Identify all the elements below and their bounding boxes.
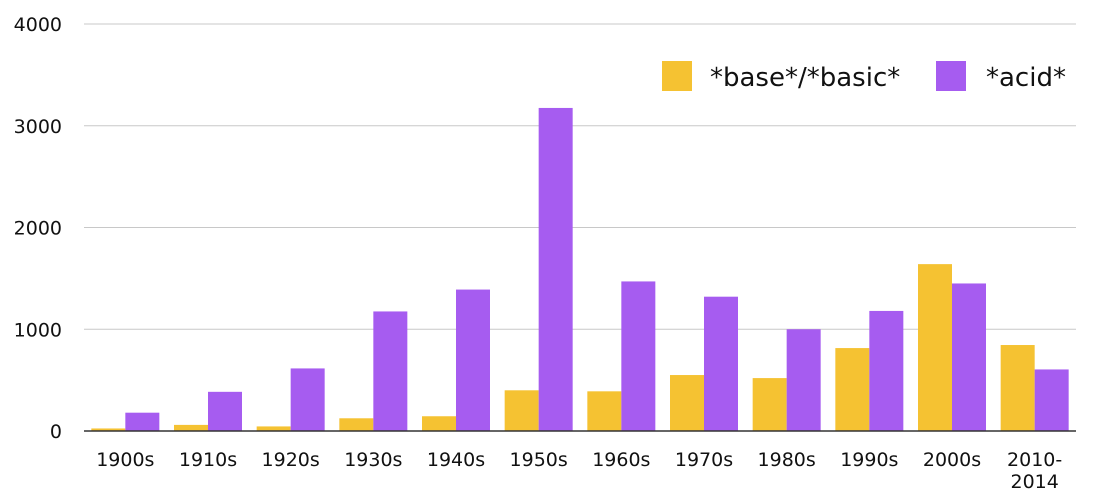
x-tick-label: 1990s [840, 449, 898, 471]
gridlines [84, 23, 1076, 330]
bar-base-basic-1910s [174, 424, 208, 431]
x-tick-label: 1920s [262, 449, 320, 471]
y-tick-label: 4000 [14, 14, 62, 36]
x-tick-label: 1910s [179, 449, 237, 471]
x-axis-labels: 1900s 1910s 1920s 1930s 1940s 1950s 1960s 1970s… [96, 449, 1062, 493]
y-axis-labels: 0 1000 2000 3000 4000 [14, 14, 62, 443]
bar-acid-1980s [786, 329, 821, 431]
bar-acid-2000s [952, 283, 986, 431]
y-tick-label: 3000 [14, 116, 62, 138]
bar-acid-1920s [290, 368, 325, 431]
bar-base-basic-1900s [91, 428, 126, 431]
legend: *base*/*basic* *acid* [662, 61, 1066, 93]
bars [91, 107, 1069, 431]
bar-acid-1950s [538, 107, 573, 431]
bar-acid-1900s [125, 412, 160, 431]
bar-base-basic-1980s [752, 378, 787, 431]
x-tick-label: 2010-2014 [1007, 449, 1062, 493]
x-tick-label: 1930s [344, 449, 402, 471]
x-tick-label: 1950s [510, 449, 568, 471]
bar-base-basic-2000s [918, 264, 952, 431]
x-tick-label: 1900s [96, 449, 154, 471]
bar-acid-1960s [621, 281, 656, 431]
bar-acid-1970s [704, 296, 738, 431]
x-tick-label: 1980s [758, 449, 816, 471]
x-tick-label: 1940s [427, 449, 485, 471]
bar-acid-1930s [373, 311, 408, 431]
x-tick-label: 1970s [675, 449, 733, 471]
bar-base-basic-2010-2014 [1000, 345, 1035, 431]
bar-base-basic-1940s [422, 416, 456, 431]
bar-base-basic-1990s [835, 348, 870, 431]
bar-base-basic-1960s [587, 391, 622, 431]
bar-base-basic-1970s [670, 375, 704, 431]
x-tick-label: 1960s [592, 449, 650, 471]
bar-acid-1940s [456, 289, 490, 431]
legend-swatch [662, 61, 692, 91]
x-tick-label: 2000s [923, 449, 981, 471]
bar-base-basic-1950s [504, 390, 539, 431]
y-tick-label: 0 [50, 421, 62, 443]
bar-acid-1990s [869, 310, 904, 431]
bar-acid-1910s [208, 391, 242, 431]
legend-label: *acid* [986, 63, 1066, 93]
legend-label: *base*/*basic* [710, 63, 900, 93]
y-tick-label: 2000 [14, 218, 62, 240]
legend-swatch [936, 61, 966, 91]
bar-acid-2010-2014 [1034, 369, 1069, 431]
bar-base-basic-1920s [256, 426, 291, 431]
y-tick-label: 1000 [14, 319, 62, 341]
bar-base-basic-1930s [339, 418, 374, 431]
